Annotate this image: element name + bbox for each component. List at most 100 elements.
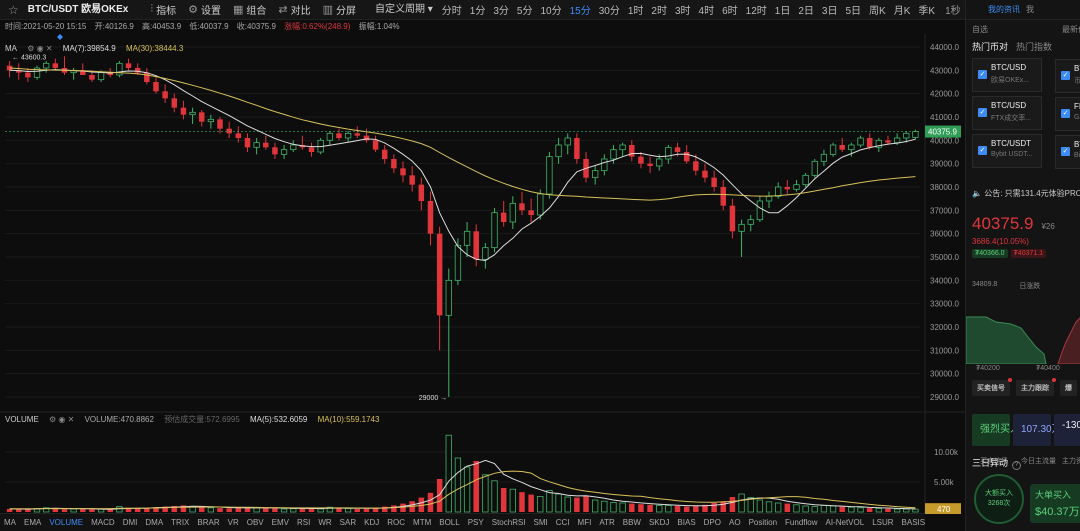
period-10[interactable]: 4时 <box>698 6 715 17</box>
vol-ma10-line <box>9 470 916 510</box>
period-7[interactable]: 1时 <box>627 6 644 17</box>
indicator-tab-4[interactable]: DMI <box>122 518 138 527</box>
checkbox-icon[interactable]: ✓ <box>1061 147 1070 156</box>
indicator-tab-10[interactable]: EMV <box>271 518 289 527</box>
y-tick-label: 33000.0 <box>930 300 959 309</box>
big-buy-card[interactable]: 大单买入 $40.37万 <box>1030 484 1080 523</box>
favorite-star-icon[interactable]: ☆ <box>8 2 19 17</box>
period-17[interactable]: 周K <box>869 6 886 17</box>
indicator-tab-19[interactable]: StochRSI <box>491 518 526 527</box>
indicator-tab-30[interactable]: Fundflow <box>785 518 818 527</box>
indicator-tab-11[interactable]: RSI <box>297 518 311 527</box>
hot-pair-card-2[interactable]: ✓FIL/UGate <box>1055 97 1080 131</box>
indicator-tab-7[interactable]: BRAR <box>197 518 220 527</box>
indicator-tab-5[interactable]: DMA <box>145 518 164 527</box>
volume-bar <box>427 492 434 512</box>
indicator-tab-33[interactable]: BASIS <box>901 518 925 527</box>
indicator-tab-17[interactable]: BOLL <box>439 518 460 527</box>
period-4[interactable]: 10分 <box>540 6 562 17</box>
indicator-tab-14[interactable]: KDJ <box>364 518 380 527</box>
settings-icon: ⚙ <box>188 4 198 16</box>
period-3[interactable]: 5分 <box>516 6 533 17</box>
watchlist-tab[interactable]: 自选 <box>972 24 988 34</box>
period-8[interactable]: 2时 <box>651 6 667 17</box>
notice-bar[interactable]: 🔈 公告: 只需131.4元体验PRO <box>972 189 1080 198</box>
period-12[interactable]: 12时 <box>745 6 767 17</box>
indicator-tab-0[interactable]: MA <box>4 518 16 527</box>
split-screen-button[interactable]: ▥ 分屏 <box>322 4 356 17</box>
flow-card-signal[interactable]: 强烈买入 买卖信号 <box>972 414 1020 465</box>
indicator-tab-31[interactable]: AI-NetVOL <box>825 518 865 527</box>
flow-card-main[interactable]: 107.30万 今日主流量 <box>1013 414 1062 465</box>
indicator-tab-12[interactable]: WR <box>318 518 332 527</box>
indicator-tab-28[interactable]: AO <box>729 518 741 527</box>
period-5[interactable]: 15分 <box>569 6 591 17</box>
indicator-tab-9[interactable]: OBV <box>246 518 264 527</box>
refresh-interval[interactable]: 1秒 <box>945 6 961 17</box>
checkbox-icon[interactable]: ✓ <box>978 108 987 117</box>
watchlist-header: 自选 最新价 <box>966 20 1080 38</box>
indicator-tab-24[interactable]: BBW <box>622 518 641 527</box>
period-16[interactable]: 5日 <box>845 6 862 17</box>
indicator-tab-26[interactable]: BIAS <box>677 518 696 527</box>
compare-button[interactable]: ⇄ 对比 <box>278 4 311 17</box>
symbol-title[interactable]: BTC/USDT 欧易OKEx <box>27 3 129 15</box>
y-tick-label: 42000.0 <box>930 90 959 99</box>
buy-sell-signal-button[interactable]: 买卖信号 <box>972 378 1012 396</box>
tab-my-info[interactable]: 我的资讯 <box>988 5 1020 14</box>
tab-hot-index[interactable]: 热门指数 <box>1016 41 1053 52</box>
indicator-tab-29[interactable]: Position <box>748 518 778 527</box>
period-6[interactable]: 30分 <box>598 6 620 17</box>
settings-button[interactable]: ⚙ 设置 <box>188 4 221 17</box>
hot-pair-card-2[interactable]: ✓BTC/币安 <box>1055 59 1080 93</box>
checkbox-icon[interactable]: ✓ <box>1061 109 1070 118</box>
indicator-tab-6[interactable]: TRIX <box>171 518 190 527</box>
custom-period-dropdown[interactable]: 自定义周期 ▾ <box>374 3 433 15</box>
flow-card-capital[interactable]: -130主力资 <box>1054 414 1080 465</box>
indicator-tab-2[interactable]: VOLUME <box>49 518 84 527</box>
indicator-tab-16[interactable]: MTM <box>413 518 432 527</box>
tab-more[interactable]: 我 <box>1026 5 1034 14</box>
price-chart[interactable]: 29000.0 30000.0 31000.0 32000.0 33000.0 34000… <box>0 34 965 514</box>
period-14[interactable]: 2日 <box>798 6 814 17</box>
hot-pair-card-2[interactable]: ✓BTC/BitCo <box>1055 135 1080 169</box>
indicator-tab-3[interactable]: MACD <box>91 518 115 527</box>
tab-hot-pairs[interactable]: 热门币对 <box>972 41 1009 52</box>
checkbox-icon[interactable]: ✓ <box>978 70 987 79</box>
main-force-button[interactable]: 主力跟踪 <box>1016 378 1056 396</box>
indicator-tab-1[interactable]: EMA <box>24 518 42 527</box>
checkbox-icon[interactable]: ✓ <box>1061 71 1070 80</box>
period-15[interactable]: 3日 <box>821 6 838 17</box>
explode-button[interactable]: 爆 <box>1060 380 1077 396</box>
indicator-tab-15[interactable]: ROC <box>387 518 406 527</box>
indicator-tab-18[interactable]: PSY <box>467 518 484 527</box>
period-18[interactable]: 月K <box>893 6 911 17</box>
period-11[interactable]: 6时 <box>722 6 738 17</box>
indicator-tab-20[interactable]: SMI <box>533 518 548 527</box>
period-1[interactable]: 1分 <box>469 6 486 17</box>
indicator-tab-8[interactable]: VR <box>227 518 239 527</box>
checkbox-icon[interactable]: ✓ <box>978 146 987 155</box>
period-19[interactable]: 季K <box>918 6 936 17</box>
indicator-tab-21[interactable]: CCI <box>555 518 570 527</box>
indicator-tab-13[interactable]: SAR <box>339 518 357 527</box>
ma-settings-icon[interactable]: ⚙ ◉ ✕ <box>27 44 53 53</box>
indicator-button[interactable]: ⫶ 指标 <box>150 3 177 17</box>
period-9[interactable]: 3时 <box>674 6 691 17</box>
indicator-tab-22[interactable]: MFI <box>577 518 592 527</box>
indicator-tab-23[interactable]: ATR <box>599 518 615 527</box>
combo-button[interactable]: ▦ 组合 <box>232 4 267 17</box>
right-panel: 我的资讯 我 自选 最新价 热门币对 热门指数 ✓BTC/USD欧易OKEx..… <box>965 0 1080 531</box>
help-icon[interactable]: ? <box>1012 461 1022 470</box>
event-marker-icon[interactable] <box>57 34 63 40</box>
volume-settings-icon[interactable]: ⚙ ◉ ✕ <box>49 415 75 424</box>
indicator-tab-32[interactable]: LSUR <box>872 518 894 527</box>
indicator-tab-25[interactable]: SKDJ <box>648 518 670 527</box>
indicator-tab-27[interactable]: DPO <box>703 518 721 527</box>
period-2[interactable]: 3分 <box>493 6 509 17</box>
period-13[interactable]: 1日 <box>774 6 791 17</box>
period-0[interactable]: 分时 <box>441 6 462 17</box>
